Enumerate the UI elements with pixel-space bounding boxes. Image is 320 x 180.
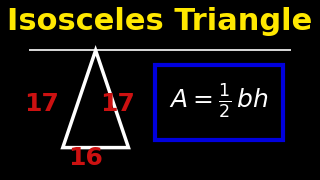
Text: Isosceles Triangle: Isosceles Triangle [7, 7, 313, 36]
Text: 16: 16 [68, 146, 102, 170]
FancyBboxPatch shape [155, 65, 284, 140]
Text: $A = \frac{1}{2}\,bh$: $A = \frac{1}{2}\,bh$ [169, 82, 269, 120]
Text: 17: 17 [100, 92, 135, 116]
Text: 17: 17 [24, 92, 59, 116]
